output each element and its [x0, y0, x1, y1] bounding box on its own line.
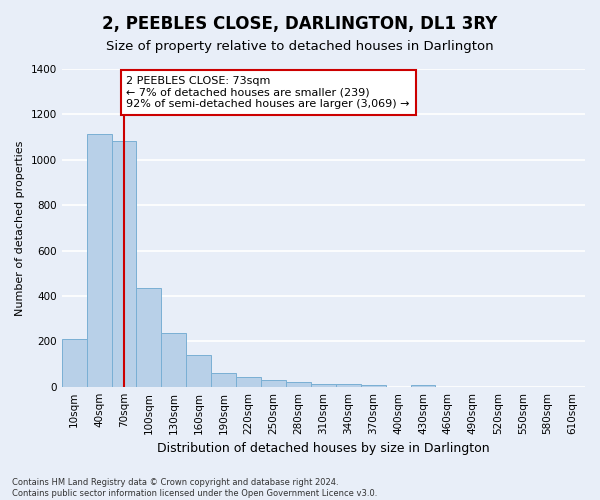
Bar — [261, 380, 286, 387]
Bar — [410, 384, 436, 387]
Text: 2 PEEBLES CLOSE: 73sqm
← 7% of detached houses are smaller (239)
92% of semi-det: 2 PEEBLES CLOSE: 73sqm ← 7% of detached … — [127, 76, 410, 109]
Bar — [136, 288, 161, 387]
Bar — [286, 382, 311, 387]
Bar — [336, 384, 361, 387]
X-axis label: Distribution of detached houses by size in Darlington: Distribution of detached houses by size … — [157, 442, 490, 455]
Text: Size of property relative to detached houses in Darlington: Size of property relative to detached ho… — [106, 40, 494, 53]
Text: 2, PEEBLES CLOSE, DARLINGTON, DL1 3RY: 2, PEEBLES CLOSE, DARLINGTON, DL1 3RY — [103, 15, 497, 33]
Bar — [186, 355, 211, 387]
Bar — [161, 334, 186, 387]
Bar — [62, 339, 86, 387]
Bar — [311, 384, 336, 387]
Y-axis label: Number of detached properties: Number of detached properties — [15, 140, 25, 316]
Bar — [86, 134, 112, 387]
Bar — [211, 372, 236, 387]
Bar — [112, 140, 136, 387]
Bar — [236, 378, 261, 387]
Bar — [361, 384, 386, 387]
Text: Contains HM Land Registry data © Crown copyright and database right 2024.
Contai: Contains HM Land Registry data © Crown c… — [12, 478, 377, 498]
